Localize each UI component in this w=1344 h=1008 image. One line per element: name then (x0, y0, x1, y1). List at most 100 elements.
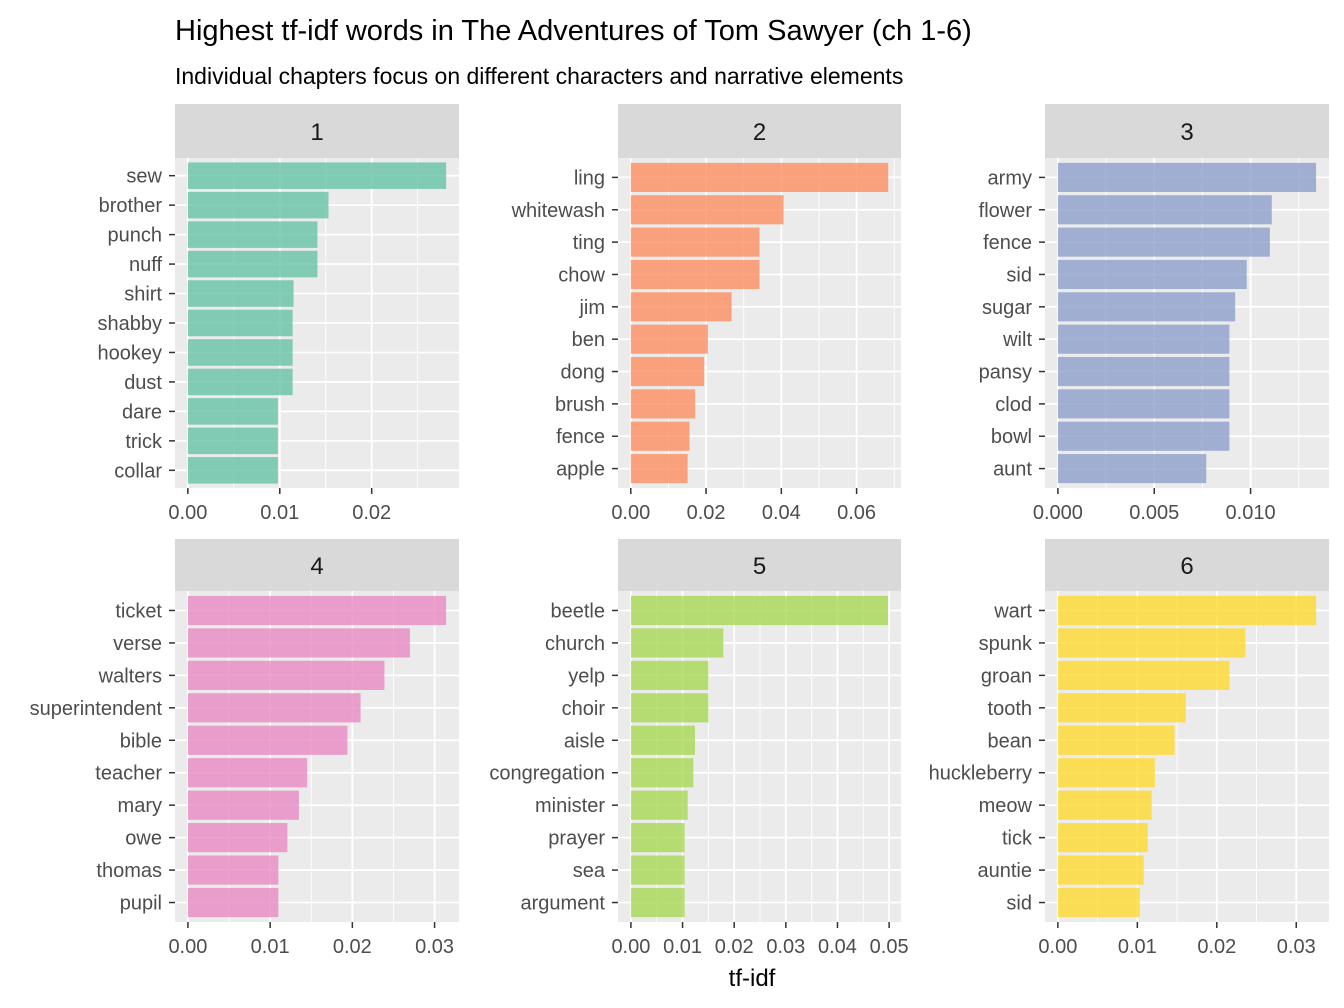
facet-strip-label: 2 (753, 119, 766, 146)
x-tick-label: 0.00 (168, 502, 207, 524)
bar-dong (630, 356, 705, 387)
bar-sugar (1057, 292, 1236, 322)
bar-jim (630, 292, 732, 322)
y-tick-label: yelp (568, 665, 605, 687)
bar-owe (187, 823, 288, 853)
facet-strip (175, 539, 459, 591)
x-tick-label: 0.005 (1129, 502, 1179, 524)
y-tick-label: sew (126, 166, 162, 188)
bar-brush (630, 389, 696, 419)
bar-whitewash (630, 195, 784, 225)
x-tick-label: 0.02 (715, 936, 754, 958)
bar-pupil (187, 887, 279, 918)
x-tick-label: 0.03 (415, 936, 454, 958)
y-tick-label: flower (979, 200, 1033, 222)
x-tick-label: 0.00 (168, 936, 207, 958)
bar-huckleberry (1057, 758, 1155, 788)
facet-strip-label: 1 (310, 119, 323, 146)
y-tick-label: sea (573, 860, 606, 882)
bar-clod (1057, 389, 1230, 419)
y-tick-label: mary (118, 795, 162, 817)
y-tick-label: ticket (115, 600, 162, 622)
y-tick-label: dust (124, 372, 162, 394)
bar-minister (630, 790, 688, 820)
y-tick-label: bowl (991, 426, 1032, 448)
x-tick-label: 0.02 (352, 502, 391, 524)
bar-argument (630, 887, 685, 918)
bar-teacher (187, 758, 308, 788)
y-tick-label: spunk (979, 633, 1033, 655)
facet-strip (618, 539, 901, 591)
y-tick-label: beetle (551, 600, 606, 622)
y-tick-label: aunt (993, 459, 1032, 481)
facet-strip-label: 5 (753, 553, 766, 580)
bar-aunt (1057, 454, 1207, 484)
x-tick-label: 0.05 (870, 936, 909, 958)
bar-pansy (1057, 356, 1230, 387)
bar-flower (1057, 195, 1272, 225)
bar-dare (187, 398, 278, 425)
y-tick-label: tooth (988, 698, 1032, 720)
y-tick-label: choir (562, 698, 606, 720)
bar-yelp (630, 660, 709, 690)
y-tick-label: brush (555, 394, 605, 416)
y-tick-label: aisle (564, 730, 605, 752)
bar-meow (1057, 790, 1152, 820)
facet-strip (1045, 104, 1329, 158)
x-tick-label: 0.02 (1197, 936, 1236, 958)
bar-mary (187, 790, 299, 820)
facet-strip (1045, 539, 1329, 591)
facet-strip-label: 4 (310, 553, 323, 580)
y-tick-label: meow (979, 795, 1033, 817)
bar-beetle (630, 595, 889, 626)
y-tick-label: sid (1006, 893, 1032, 915)
y-tick-label: argument (521, 893, 606, 915)
y-tick-label: thomas (96, 860, 162, 882)
y-tick-label: wart (993, 600, 1032, 622)
bar-superintendent (187, 693, 361, 723)
facet-5: 5 beetle church yelp choir aisle congregation m… (489, 539, 909, 958)
x-tick-label: 0.03 (1277, 936, 1316, 958)
facet-1: 1 sew brother punch nuff shirt shabby hookey dus… (98, 104, 459, 524)
y-tick-label: bible (120, 730, 162, 752)
y-tick-label: shirt (124, 284, 162, 306)
y-tick-label: wilt (1002, 329, 1032, 351)
x-tick-label: 0.02 (333, 936, 372, 958)
x-tick-label: 0.01 (1118, 936, 1157, 958)
x-tick-label: 0.000 (1033, 502, 1083, 524)
bar-tooth (1057, 693, 1186, 723)
y-tick-label: dare (122, 401, 162, 423)
bar-dust (187, 368, 293, 396)
bar-ticket (187, 595, 447, 626)
bar-ben (630, 324, 708, 354)
y-tick-label: trick (125, 431, 163, 453)
x-tick-label: 0.03 (766, 936, 805, 958)
bar-trick (187, 427, 278, 455)
bar-spunk (1057, 628, 1246, 658)
bar-sid (1057, 887, 1140, 918)
y-tick-label: army (988, 167, 1032, 189)
bar-apple (630, 454, 688, 484)
y-tick-label: owe (125, 828, 162, 850)
bar-sea (630, 855, 685, 885)
bar-hookey (187, 339, 293, 366)
y-tick-label: collar (114, 460, 162, 482)
bar-wart (1057, 595, 1317, 626)
x-tick-label: 0.010 (1226, 502, 1276, 524)
bar-tick (1057, 823, 1148, 853)
y-tick-label: chow (558, 264, 605, 286)
facet-2: 2 ling whitewash ting chow jim ben dong brush fen… (511, 104, 901, 524)
y-tick-label: shabby (98, 313, 163, 335)
y-tick-label: tick (1002, 828, 1033, 850)
facet-strip-label: 3 (1180, 119, 1193, 146)
bar-punch (187, 221, 318, 248)
bar-choir (630, 693, 709, 723)
y-tick-label: verse (113, 633, 162, 655)
bar-thomas (187, 855, 279, 885)
y-tick-label: jim (578, 297, 605, 319)
x-tick-label: 0.00 (611, 502, 650, 524)
bar-walters (187, 660, 385, 690)
y-tick-label: pansy (979, 362, 1032, 384)
y-tick-label: minister (535, 795, 605, 817)
